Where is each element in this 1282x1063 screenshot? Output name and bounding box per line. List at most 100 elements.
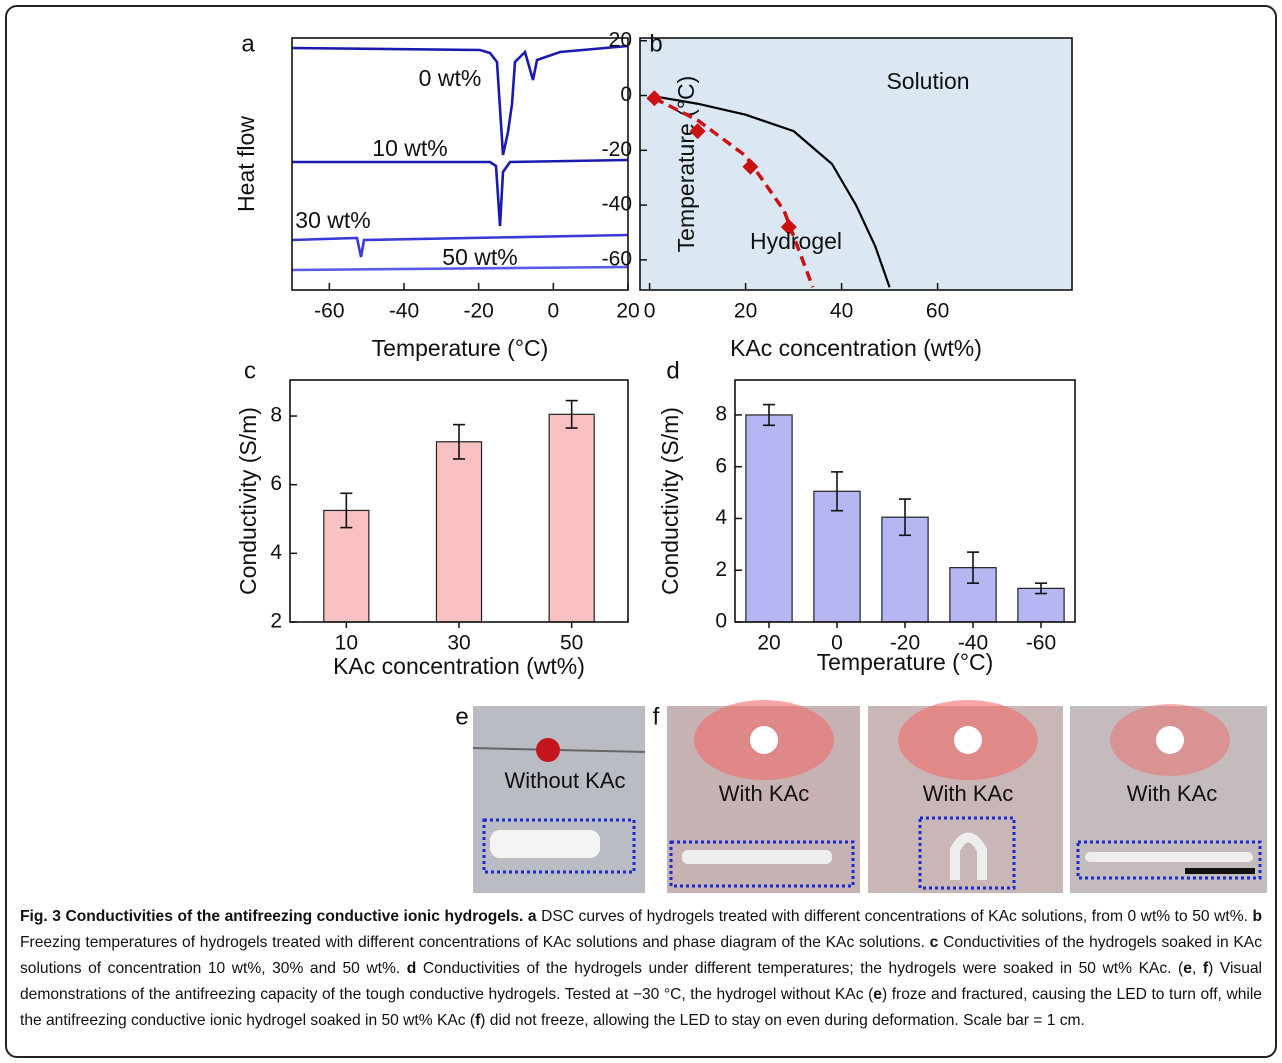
data-line: [649, 94, 891, 288]
error-bar: [899, 498, 911, 537]
x-tick-label: 20: [757, 632, 780, 655]
data-point: [689, 123, 706, 140]
panel-letter: e: [455, 703, 468, 730]
caption-run: Conductivities of the hydrogels soaked i…: [20, 934, 1262, 977]
photo-label: With KAc: [923, 781, 1013, 806]
photo-f3: With KAc: [1070, 704, 1267, 893]
error-bar: [763, 403, 775, 427]
error-bar: [340, 492, 353, 529]
x-tick-label: 20: [734, 300, 757, 323]
y-axis-label: Heat flow: [233, 116, 259, 212]
caption-run: b: [1252, 908, 1262, 925]
error-bar: [453, 423, 465, 460]
x-tick-label: 50: [560, 632, 583, 655]
x-tick-label: 30: [447, 632, 470, 655]
y-axis-label: Conductivity (S/m): [657, 407, 683, 595]
y-tick-label: 2: [270, 610, 282, 633]
panel-letter: f: [653, 703, 660, 730]
dsc-curve: [292, 158, 629, 227]
x-tick-label: -40: [958, 632, 988, 655]
plot-area: [646, 90, 891, 288]
plot-frame: [639, 37, 1073, 291]
bar: [745, 414, 793, 623]
caption-run: c: [929, 934, 939, 951]
photo-label: With KAc: [719, 781, 809, 806]
plot-frame: [289, 379, 629, 623]
x-tick-label: 60: [926, 300, 949, 323]
dsc-curve: [291, 233, 629, 258]
caption-run: Freezing temperatures of hydrogels treat…: [20, 934, 930, 951]
panel-letter: d: [666, 357, 679, 384]
error-bar: [565, 399, 578, 429]
caption-run: ) did not freeze, allowing the LED to st…: [480, 1012, 1085, 1029]
y-axis-label: Conductivity (S/m): [235, 407, 261, 595]
caption-run: DSC curves of hydrogels treated with dif…: [536, 908, 1253, 925]
x-tick-label: -40: [389, 300, 419, 323]
y-tick-label: -40: [602, 193, 632, 216]
bar: [435, 441, 483, 623]
x-tick-label: -20: [463, 300, 493, 323]
figure-frame: [5, 5, 1277, 1058]
x-axis-label: Temperature (°C): [372, 335, 549, 361]
y-tick-label: 6: [715, 454, 727, 477]
photo-f1: With KAc f: [653, 700, 860, 893]
y-tick-label: 4: [715, 506, 727, 529]
x-tick-label: 20: [616, 300, 639, 323]
error-bar: [1035, 582, 1047, 595]
x-tick-label: 0: [831, 632, 843, 655]
photo-label: Without KAc: [504, 768, 625, 793]
y-tick-label: 0: [620, 83, 632, 106]
bar: [323, 509, 370, 623]
x-tick-label: 0: [547, 300, 559, 323]
x-axis-label: Temperature (°C): [817, 649, 994, 675]
panel-letter: a: [241, 30, 255, 57]
error-bar: [831, 471, 843, 512]
annotation: Hydrogel: [750, 228, 842, 254]
caption-run: e: [873, 986, 882, 1003]
error-bar: [967, 551, 979, 584]
curve-label: 30 wt%: [295, 207, 370, 233]
panel-letter: b: [649, 30, 662, 57]
photo-e: Without KAc e: [455, 703, 646, 893]
data-point: [646, 90, 663, 107]
photo-label: With KAc: [1127, 781, 1217, 806]
caption-run: Conductivities of the hydrogels under di…: [416, 960, 1184, 977]
caption-run: d: [406, 960, 417, 977]
photo-f2: With KAc: [868, 700, 1063, 893]
caption-run: a: [523, 908, 537, 925]
y-tick-label: -20: [602, 138, 632, 161]
y-tick-label: 6: [270, 472, 282, 495]
curve-label: 50 wt%: [442, 244, 517, 270]
x-tick-label: 40: [830, 300, 853, 323]
y-tick-label: -60: [602, 247, 632, 270]
caption-run: Fig. 3 Conductivities of the antifreezin…: [20, 908, 524, 925]
x-tick-label: 0: [644, 300, 656, 323]
caption-run: e: [1183, 960, 1192, 977]
y-axis-label: Temperature (°C): [673, 76, 699, 253]
caption-run: ,: [1191, 960, 1203, 977]
y-tick-label: 2: [715, 558, 727, 581]
y-tick-label: 8: [270, 404, 282, 427]
data-point: [780, 219, 797, 235]
data-point: [742, 158, 759, 175]
caption: Fig. 3 Conductivities of the antifreezin…: [20, 904, 1262, 1034]
plot-frame: [291, 37, 629, 291]
plot-frame: [734, 379, 1076, 623]
x-tick-label: -20: [890, 632, 920, 655]
annotation: Solution: [886, 68, 969, 94]
y-tick-label: 8: [715, 402, 727, 425]
caption-run: ) Visual demonstrations of the antifreez…: [20, 960, 1263, 1003]
caption-run: f: [475, 1012, 481, 1029]
curve-label: 0 wt%: [419, 65, 482, 91]
x-tick-label: -60: [314, 300, 344, 323]
dsc-curves: [291, 44, 629, 272]
plot-background: [640, 38, 1072, 290]
dsc-curve: [291, 44, 629, 156]
dsc-curve: [291, 265, 629, 272]
x-axis-label: KAc concentration (wt%): [333, 653, 585, 679]
y-tick-label: 20: [609, 28, 632, 51]
curve-label: 10 wt%: [372, 135, 447, 161]
caption-run: ) froze and fractured, causing the LED t…: [20, 986, 1262, 1029]
y-tick-label: 0: [715, 610, 727, 633]
